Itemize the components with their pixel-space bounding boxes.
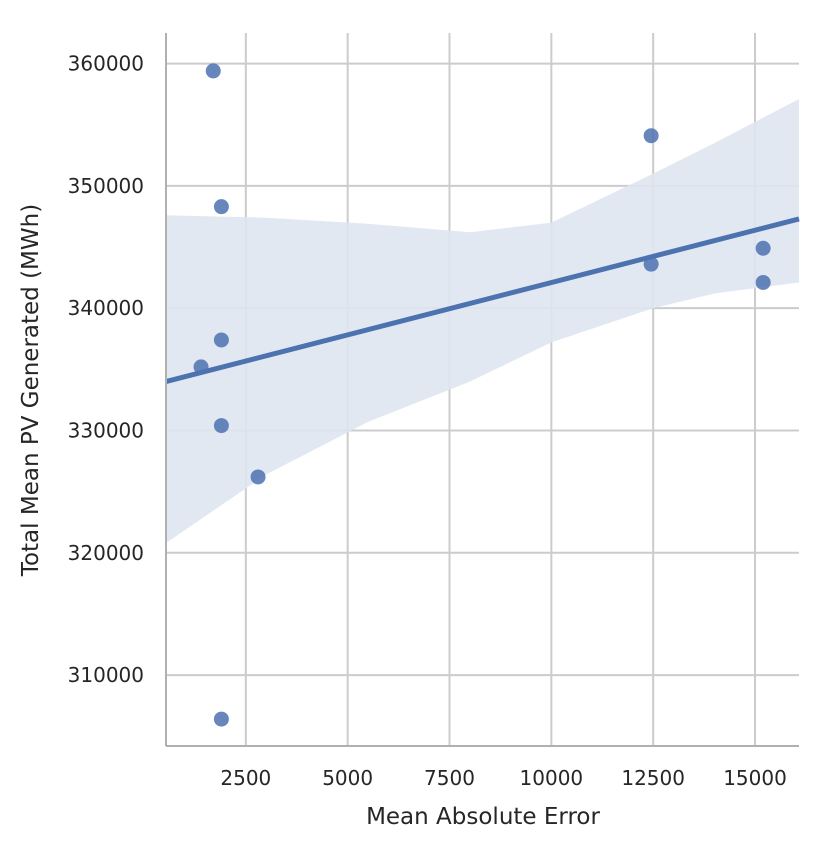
confidence-band bbox=[166, 99, 799, 543]
data-point bbox=[213, 711, 229, 727]
x-tick-labels: 2500 5000 7500 10000 12500 15000 bbox=[220, 766, 786, 790]
data-point bbox=[213, 199, 229, 215]
regression-line bbox=[165, 216, 800, 384]
y-tick-labels: 310000 320000 330000 340000 350000 360000 bbox=[68, 52, 144, 687]
y-tick-label: 350000 bbox=[68, 174, 144, 198]
x-tick-label: 5000 bbox=[322, 766, 373, 790]
data-point bbox=[213, 332, 229, 348]
axes bbox=[165, 33, 799, 747]
x-axis-label: Mean Absolute Error bbox=[366, 804, 600, 830]
data-point bbox=[213, 418, 229, 434]
data-point bbox=[755, 274, 771, 290]
y-axis-label: Total Mean PV Generated (MWh) bbox=[18, 204, 44, 577]
x-tick-label: 12500 bbox=[621, 766, 685, 790]
data-points bbox=[193, 63, 771, 727]
data-point bbox=[193, 359, 209, 375]
data-point bbox=[205, 63, 221, 79]
data-point bbox=[643, 256, 659, 272]
data-point bbox=[755, 240, 771, 256]
x-tick-label: 15000 bbox=[723, 766, 787, 790]
data-point bbox=[643, 128, 659, 144]
y-tick-label: 320000 bbox=[68, 541, 144, 565]
x-tick-label: 10000 bbox=[520, 766, 584, 790]
y-tick-label: 330000 bbox=[68, 418, 144, 442]
x-tick-label: 7500 bbox=[424, 766, 475, 790]
y-tick-label: 310000 bbox=[68, 663, 144, 687]
data-point bbox=[250, 469, 266, 485]
y-tick-label: 340000 bbox=[68, 296, 144, 320]
y-tick-label: 360000 bbox=[68, 52, 144, 76]
x-tick-label: 2500 bbox=[220, 766, 271, 790]
